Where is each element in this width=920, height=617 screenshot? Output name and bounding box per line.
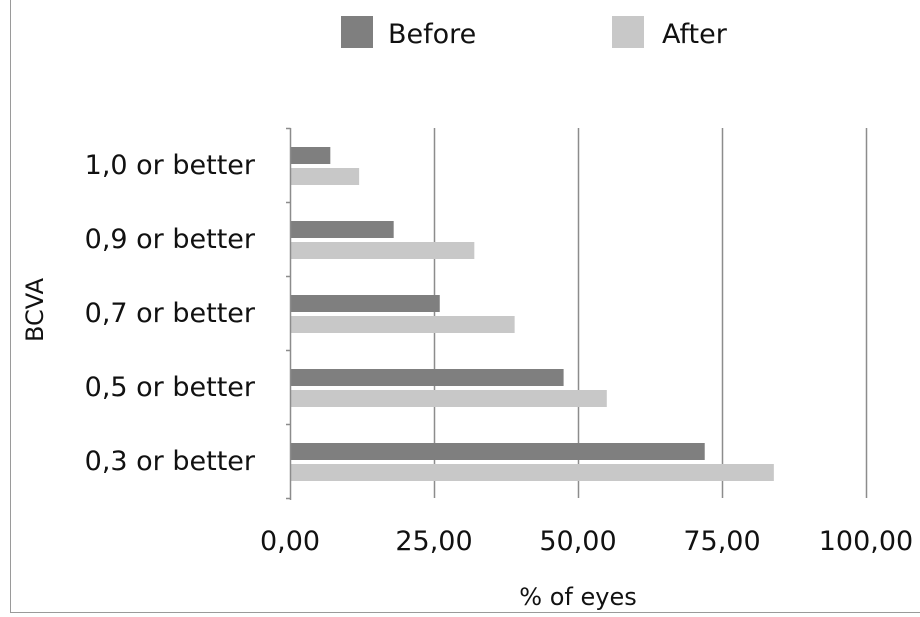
- bar-after-4: [290, 464, 774, 481]
- bar-before-1: [290, 221, 394, 238]
- x-tick-label-50: 50,00: [539, 526, 616, 557]
- axes: 1,0 or better 0,9 or better 0,7 or better 0…: [85, 127, 913, 557]
- grid-lines: [433, 128, 868, 498]
- legend-label-after: After: [662, 19, 728, 50]
- bar-after-1: [290, 242, 475, 259]
- bar-after-0: [290, 168, 360, 185]
- bars: [290, 147, 774, 481]
- legend: Before After: [341, 16, 728, 50]
- bar-before-4: [290, 443, 705, 460]
- bar-before-2: [290, 295, 440, 312]
- y-axis-title: BCVA: [21, 277, 49, 342]
- x-tick-label-25: 25,00: [395, 526, 472, 557]
- bar-after-3: [290, 390, 607, 407]
- bar-after-2: [290, 316, 515, 333]
- legend-label-before: Before: [388, 19, 476, 50]
- bar-before-0: [290, 147, 331, 164]
- category-label-0: 1,0 or better: [85, 150, 256, 181]
- legend-swatch-after: [612, 16, 644, 48]
- bar-before-3: [290, 369, 564, 386]
- category-label-3: 0,5 or better: [85, 372, 256, 403]
- x-axis-title: % of eyes: [519, 583, 636, 611]
- category-label-2: 0,7 or better: [85, 298, 256, 329]
- legend-swatch-before: [341, 16, 373, 48]
- category-label-4: 0,3 or better: [85, 446, 256, 477]
- x-tick-label-100: 100,00: [819, 526, 913, 557]
- x-tick-label-0: 0,00: [260, 526, 320, 557]
- x-tick-label-75: 75,00: [683, 526, 760, 557]
- category-label-1: 0,9 or better: [85, 224, 256, 255]
